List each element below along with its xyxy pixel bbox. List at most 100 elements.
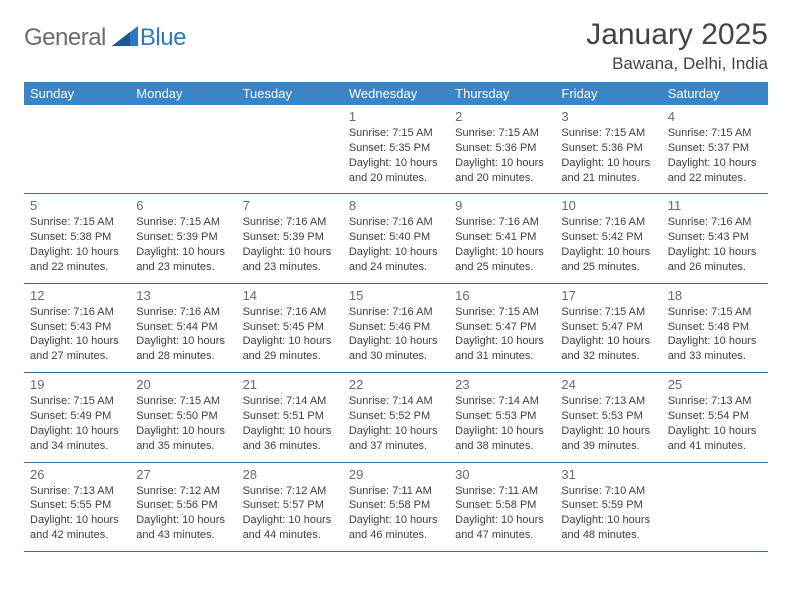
calendar-week-row: 19Sunrise: 7:15 AMSunset: 5:49 PMDayligh… — [24, 373, 768, 462]
sunrise-line: Sunrise: 7:13 AM — [561, 394, 655, 409]
sunrise-line: Sunrise: 7:15 AM — [561, 305, 655, 320]
day-number: 16 — [455, 288, 549, 303]
calendar-day-cell: 25Sunrise: 7:13 AMSunset: 5:54 PMDayligh… — [662, 373, 768, 462]
calendar-header-row: SundayMondayTuesdayWednesdayThursdayFrid… — [24, 82, 768, 105]
weekday-header: Sunday — [24, 82, 130, 105]
day-number: 2 — [455, 109, 549, 124]
logo: General Blue — [24, 24, 186, 52]
sunset-line: Sunset: 5:52 PM — [349, 409, 443, 424]
sunrise-line: Sunrise: 7:15 AM — [349, 126, 443, 141]
sunset-line: Sunset: 5:55 PM — [30, 498, 124, 513]
calendar-day-cell: 10Sunrise: 7:16 AMSunset: 5:42 PMDayligh… — [555, 194, 661, 283]
sunset-line: Sunset: 5:47 PM — [455, 320, 549, 335]
calendar-day-cell: 3Sunrise: 7:15 AMSunset: 5:36 PMDaylight… — [555, 105, 661, 194]
weekday-header: Tuesday — [237, 82, 343, 105]
day-number: 5 — [30, 198, 124, 213]
sunset-line: Sunset: 5:50 PM — [136, 409, 230, 424]
calendar-day-cell: 4Sunrise: 7:15 AMSunset: 5:37 PMDaylight… — [662, 105, 768, 194]
sunset-line: Sunset: 5:44 PM — [136, 320, 230, 335]
daylight-line: Daylight: 10 hours and 35 minutes. — [136, 424, 230, 454]
sunrise-line: Sunrise: 7:13 AM — [668, 394, 762, 409]
sunset-line: Sunset: 5:51 PM — [243, 409, 337, 424]
daylight-line: Daylight: 10 hours and 33 minutes. — [668, 334, 762, 364]
day-number: 17 — [561, 288, 655, 303]
sunrise-line: Sunrise: 7:10 AM — [561, 484, 655, 499]
weekday-header: Thursday — [449, 82, 555, 105]
calendar-empty-cell — [24, 105, 130, 194]
calendar-week-row: 5Sunrise: 7:15 AMSunset: 5:38 PMDaylight… — [24, 194, 768, 283]
calendar-day-cell: 22Sunrise: 7:14 AMSunset: 5:52 PMDayligh… — [343, 373, 449, 462]
daylight-line: Daylight: 10 hours and 24 minutes. — [349, 245, 443, 275]
calendar-day-cell: 6Sunrise: 7:15 AMSunset: 5:39 PMDaylight… — [130, 194, 236, 283]
calendar-week-row: 26Sunrise: 7:13 AMSunset: 5:55 PMDayligh… — [24, 462, 768, 551]
sunrise-line: Sunrise: 7:14 AM — [455, 394, 549, 409]
sunrise-line: Sunrise: 7:16 AM — [349, 215, 443, 230]
calendar-week-row: 12Sunrise: 7:16 AMSunset: 5:43 PMDayligh… — [24, 283, 768, 372]
day-number: 10 — [561, 198, 655, 213]
sunset-line: Sunset: 5:48 PM — [668, 320, 762, 335]
sunrise-line: Sunrise: 7:15 AM — [561, 126, 655, 141]
sunset-line: Sunset: 5:39 PM — [243, 230, 337, 245]
location: Bawana, Delhi, India — [586, 54, 768, 74]
sunset-line: Sunset: 5:38 PM — [30, 230, 124, 245]
sunset-line: Sunset: 5:49 PM — [30, 409, 124, 424]
day-number: 13 — [136, 288, 230, 303]
daylight-line: Daylight: 10 hours and 43 minutes. — [136, 513, 230, 543]
daylight-line: Daylight: 10 hours and 20 minutes. — [349, 156, 443, 186]
sunset-line: Sunset: 5:37 PM — [668, 141, 762, 156]
calendar-day-cell: 7Sunrise: 7:16 AMSunset: 5:39 PMDaylight… — [237, 194, 343, 283]
calendar-day-cell: 21Sunrise: 7:14 AMSunset: 5:51 PMDayligh… — [237, 373, 343, 462]
sunset-line: Sunset: 5:43 PM — [30, 320, 124, 335]
sunset-line: Sunset: 5:47 PM — [561, 320, 655, 335]
daylight-line: Daylight: 10 hours and 30 minutes. — [349, 334, 443, 364]
day-number: 8 — [349, 198, 443, 213]
calendar-day-cell: 28Sunrise: 7:12 AMSunset: 5:57 PMDayligh… — [237, 462, 343, 551]
day-number: 27 — [136, 467, 230, 482]
sunrise-line: Sunrise: 7:11 AM — [349, 484, 443, 499]
sunrise-line: Sunrise: 7:13 AM — [30, 484, 124, 499]
day-number: 21 — [243, 377, 337, 392]
sunrise-line: Sunrise: 7:15 AM — [455, 126, 549, 141]
day-number: 20 — [136, 377, 230, 392]
calendar-day-cell: 1Sunrise: 7:15 AMSunset: 5:35 PMDaylight… — [343, 105, 449, 194]
calendar-day-cell: 9Sunrise: 7:16 AMSunset: 5:41 PMDaylight… — [449, 194, 555, 283]
daylight-line: Daylight: 10 hours and 26 minutes. — [668, 245, 762, 275]
daylight-line: Daylight: 10 hours and 25 minutes. — [561, 245, 655, 275]
day-number: 14 — [243, 288, 337, 303]
sunrise-line: Sunrise: 7:12 AM — [243, 484, 337, 499]
day-number: 3 — [561, 109, 655, 124]
day-number: 25 — [668, 377, 762, 392]
calendar-table: SundayMondayTuesdayWednesdayThursdayFrid… — [24, 82, 768, 552]
daylight-line: Daylight: 10 hours and 34 minutes. — [30, 424, 124, 454]
sunset-line: Sunset: 5:40 PM — [349, 230, 443, 245]
sunset-line: Sunset: 5:53 PM — [561, 409, 655, 424]
sunrise-line: Sunrise: 7:15 AM — [668, 126, 762, 141]
calendar-empty-cell — [662, 462, 768, 551]
header: General Blue January 2025 Bawana, Delhi,… — [24, 18, 768, 74]
daylight-line: Daylight: 10 hours and 21 minutes. — [561, 156, 655, 186]
sunset-line: Sunset: 5:57 PM — [243, 498, 337, 513]
daylight-line: Daylight: 10 hours and 41 minutes. — [668, 424, 762, 454]
sunset-line: Sunset: 5:53 PM — [455, 409, 549, 424]
day-number: 28 — [243, 467, 337, 482]
daylight-line: Daylight: 10 hours and 22 minutes. — [30, 245, 124, 275]
day-number: 29 — [349, 467, 443, 482]
calendar-day-cell: 14Sunrise: 7:16 AMSunset: 5:45 PMDayligh… — [237, 283, 343, 372]
sunset-line: Sunset: 5:56 PM — [136, 498, 230, 513]
sunset-line: Sunset: 5:46 PM — [349, 320, 443, 335]
calendar-day-cell: 27Sunrise: 7:12 AMSunset: 5:56 PMDayligh… — [130, 462, 236, 551]
weekday-header: Saturday — [662, 82, 768, 105]
daylight-line: Daylight: 10 hours and 48 minutes. — [561, 513, 655, 543]
sunrise-line: Sunrise: 7:15 AM — [668, 305, 762, 320]
day-number: 12 — [30, 288, 124, 303]
daylight-line: Daylight: 10 hours and 37 minutes. — [349, 424, 443, 454]
logo-triangle-icon — [112, 26, 138, 51]
calendar-day-cell: 13Sunrise: 7:16 AMSunset: 5:44 PMDayligh… — [130, 283, 236, 372]
calendar-day-cell: 12Sunrise: 7:16 AMSunset: 5:43 PMDayligh… — [24, 283, 130, 372]
sunset-line: Sunset: 5:59 PM — [561, 498, 655, 513]
sunset-line: Sunset: 5:41 PM — [455, 230, 549, 245]
calendar-day-cell: 5Sunrise: 7:15 AMSunset: 5:38 PMDaylight… — [24, 194, 130, 283]
day-number: 30 — [455, 467, 549, 482]
calendar-day-cell: 18Sunrise: 7:15 AMSunset: 5:48 PMDayligh… — [662, 283, 768, 372]
calendar-day-cell: 23Sunrise: 7:14 AMSunset: 5:53 PMDayligh… — [449, 373, 555, 462]
